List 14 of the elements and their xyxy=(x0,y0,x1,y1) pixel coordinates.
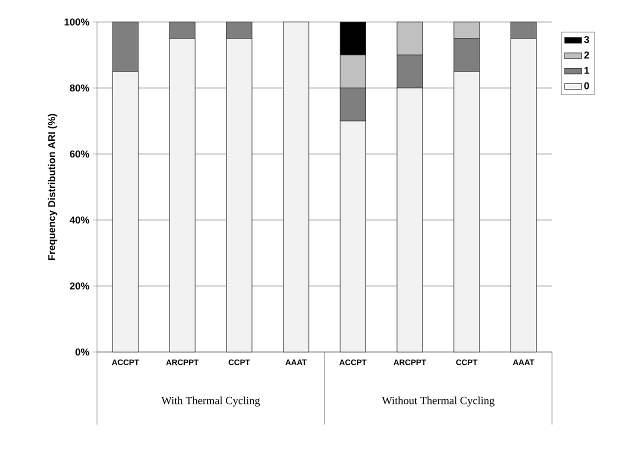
legend-label: 3 xyxy=(584,36,590,44)
y-tick-label: 20% xyxy=(70,282,90,290)
legend-label: 1 xyxy=(584,66,590,74)
y-tick-label: 60% xyxy=(70,150,90,158)
y-tick-label: 0% xyxy=(75,348,90,356)
y-tick-label: 80% xyxy=(70,84,90,92)
legend-label: 0 xyxy=(584,82,590,90)
text: With Thermal Cycling xyxy=(161,396,260,406)
text: Without Thermal Cycling xyxy=(382,396,494,406)
bar xyxy=(282,22,310,352)
y-tick-label: 100% xyxy=(64,18,90,26)
legend-label: 2 xyxy=(584,52,590,58)
y-axis-title: Frequency Distribution ARI (%) xyxy=(48,114,58,260)
y-tick-label: 40% xyxy=(70,216,90,224)
